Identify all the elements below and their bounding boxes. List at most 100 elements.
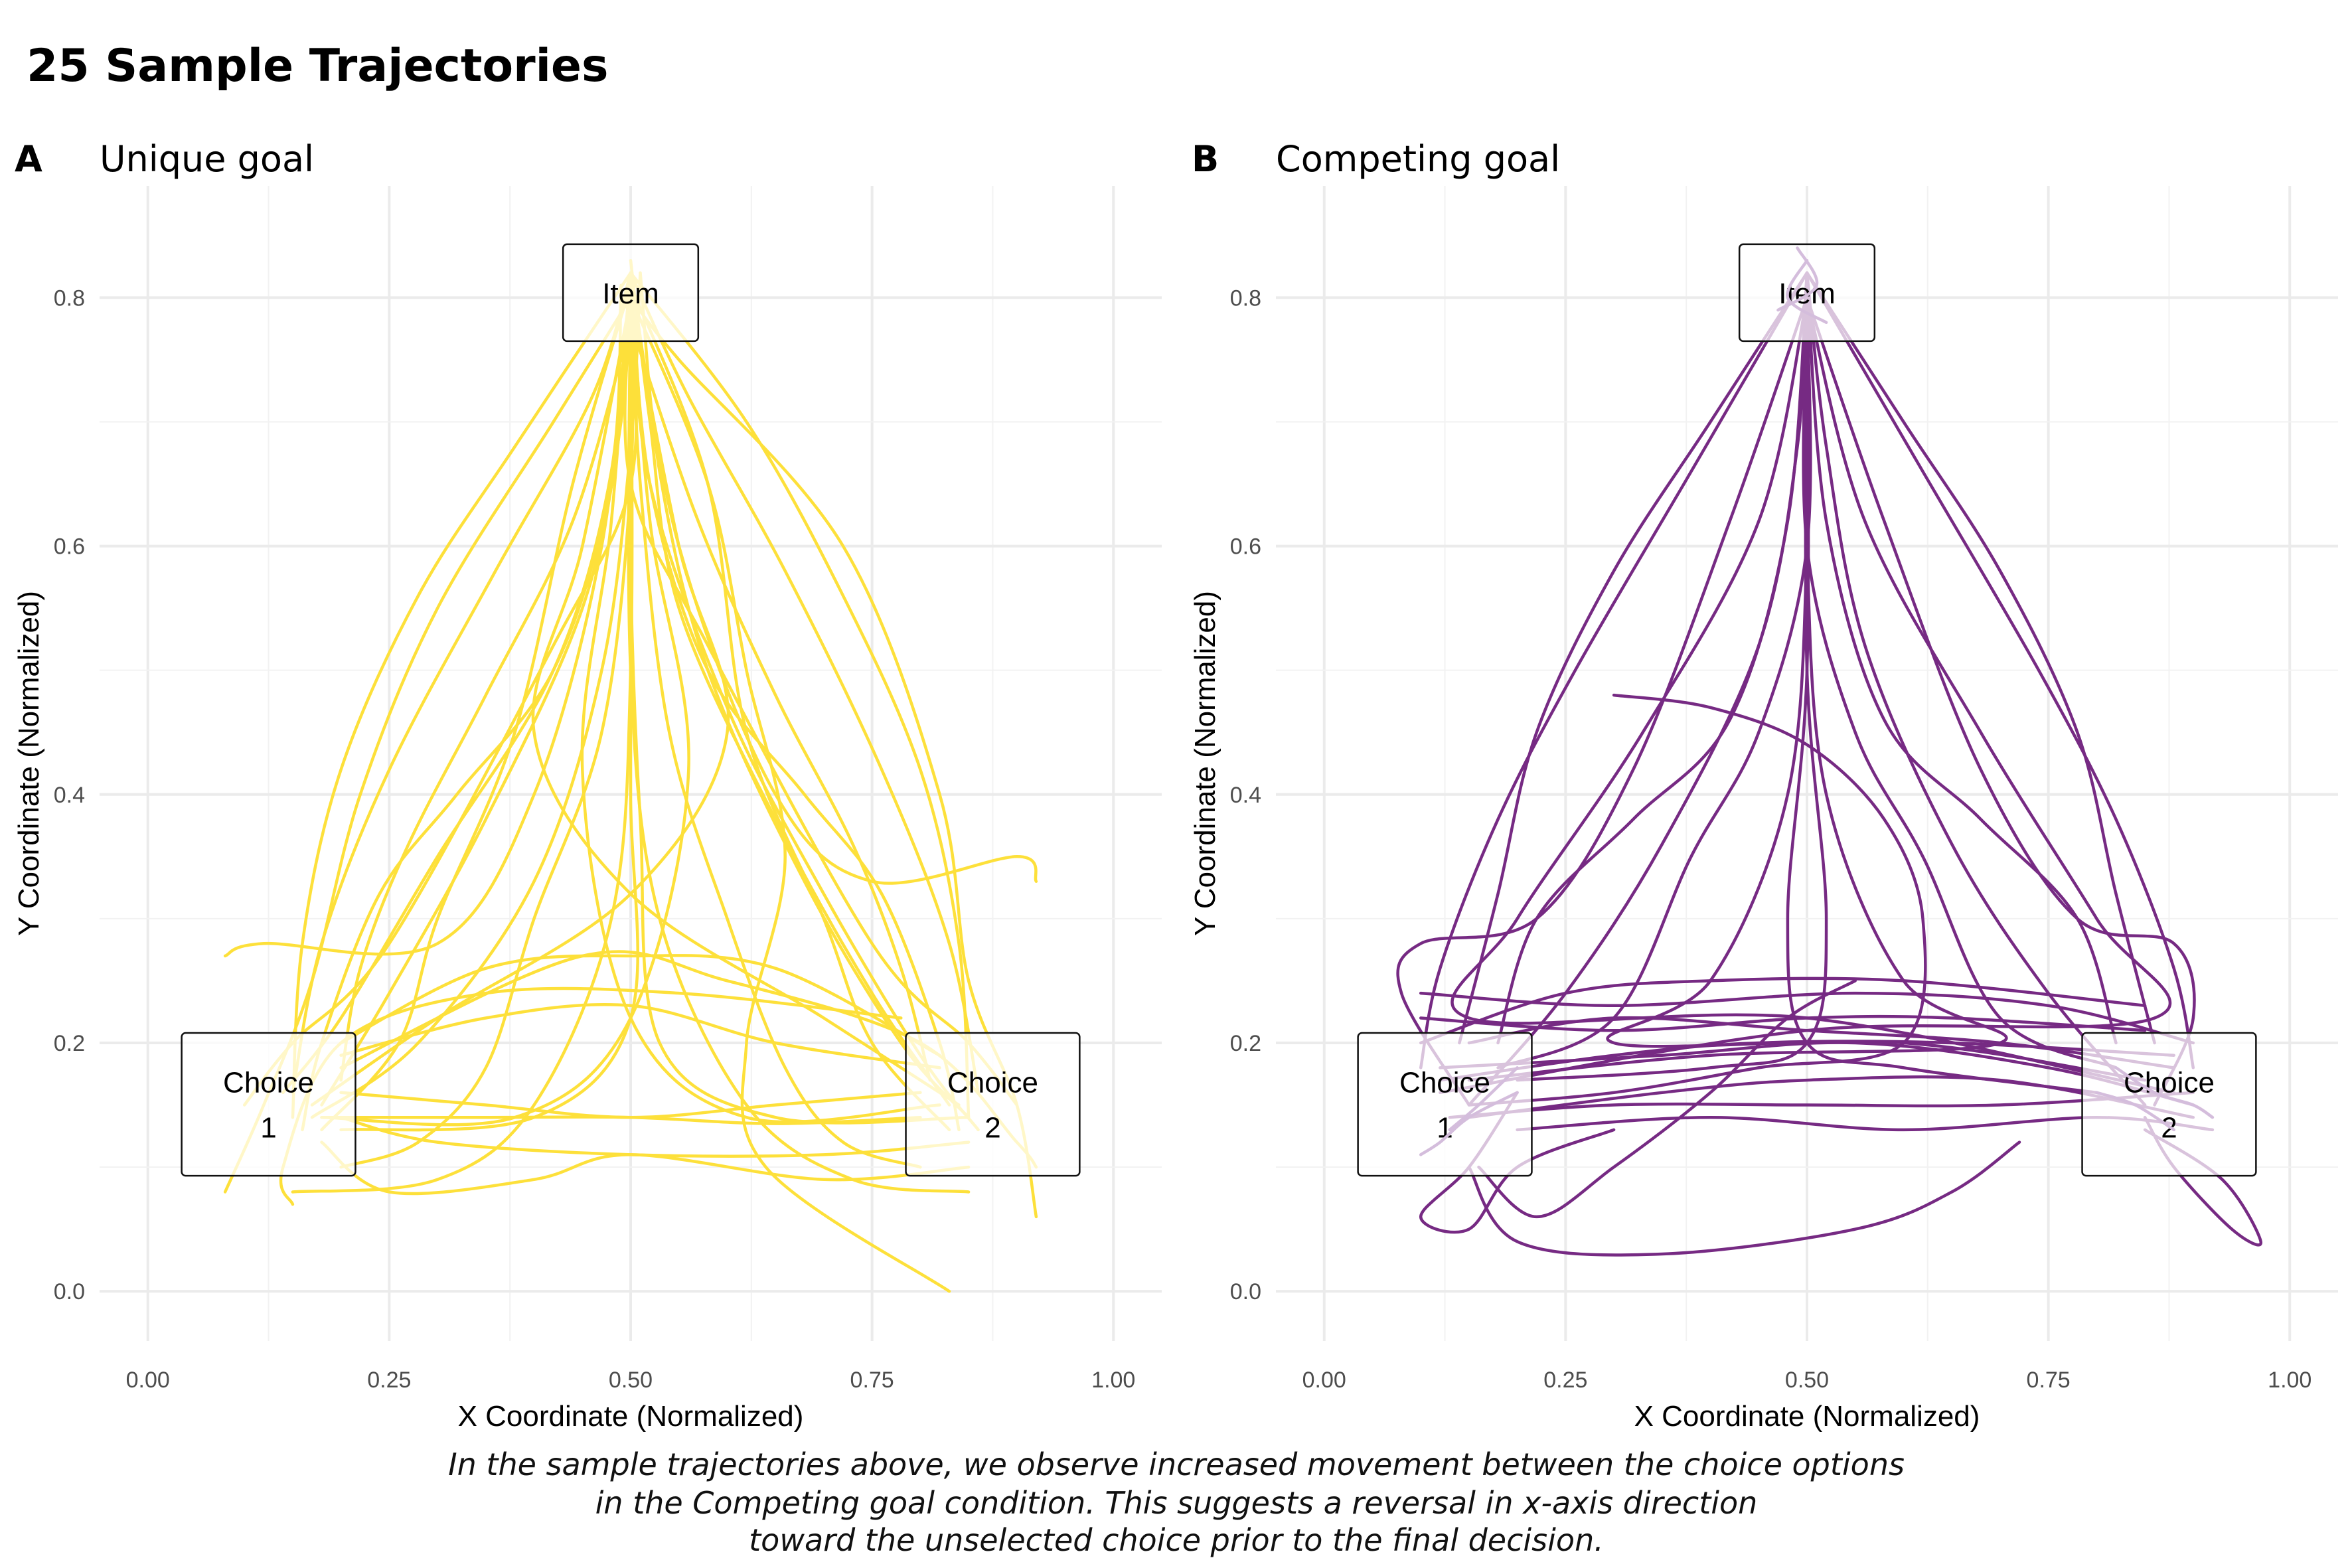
trajectory-line [1419,991,2195,1045]
y-tick-label: 0.4 [54,783,85,808]
y-tick-label: 0.2 [54,1031,85,1056]
y-tick-label: 0.2 [1230,1031,1261,1056]
trajectory-line [629,271,961,1132]
trajectory-line [629,271,922,1169]
trajectory-line [242,296,638,1107]
caption-line-3: toward the unselected choice prior to th… [749,1522,1604,1558]
caption-line-2: in the Competing goal condition. This su… [595,1485,1758,1521]
x-tick-label: 0.00 [1302,1368,1346,1393]
panel-title: Unique goal [100,138,314,180]
trajectory-line [1467,1016,2175,1069]
x-tick-label: 0.75 [2027,1368,2071,1393]
x-axis-label: X Coordinate (Normalized) [458,1400,804,1433]
trajectory-line [1805,271,2195,1069]
y-tick-label: 0.4 [1230,783,1261,808]
light-trajectories [1419,246,2215,1156]
trajectory-line [531,296,961,1107]
trajectory-line [1467,1140,2021,1257]
trajectories [223,259,1038,1293]
y-tick-label: 0.6 [1230,534,1261,560]
trajectory-line [1805,271,2118,1045]
trajectory-line [629,296,951,1293]
trajectory-line-light [2114,1066,2215,1119]
x-tick-label: 0.00 [126,1368,170,1393]
x-tick-label: 0.50 [609,1368,653,1393]
y-axis-label: Y Coordinate (Normalized) [13,591,45,936]
trajectory-line [310,296,730,1107]
trajectory-line [291,271,633,1119]
trajectory-line [301,271,633,1132]
trajectory-line [320,1140,971,1196]
target-box-frame [905,1032,1081,1177]
y-tick-label: 0.0 [54,1279,85,1304]
trajectory-line [1467,1075,2195,1119]
panel-a: A Unique goal 0.00 0.25 0.50 0.75 1.00 0.0 0.2 0.… [13,138,1162,1433]
trajectory-line [339,321,633,1082]
caption: In the sample trajectories above, we obs… [448,1447,1905,1558]
trajectory-line [1805,296,2196,1107]
figure-title: 25 Sample Trajectories [27,40,609,92]
target-box-label: 2 [984,1112,1000,1144]
trajectory-line-light [1776,246,1819,312]
y-tick-label: 0.8 [54,285,85,311]
target-box-label: Choice [947,1067,1038,1099]
x-tick-label: 1.00 [1091,1368,1135,1393]
y-axis-label: Y Coordinate (Normalized) [1189,591,1221,936]
trajectory-line [339,1002,941,1069]
target-box-frame [181,1032,356,1177]
trajectory-line [580,271,941,1124]
trajectory-line-light [1786,259,1828,325]
x-tick-label: 0.25 [1543,1368,1587,1393]
gridlines [1276,186,2338,1341]
trajectory-line-light [1448,1066,1519,1132]
target-box: Item [562,243,700,343]
panel-title: Competing goal [1276,138,1560,180]
trajectory-line [629,283,951,1132]
trajectory-line [1805,271,2156,1045]
trajectory-line [1477,979,1857,1219]
trajectory-line [320,271,690,1127]
trajectory-line [1419,977,2147,1045]
x-tick-label: 0.25 [367,1368,411,1393]
y-tick-label: 0.6 [54,534,85,560]
trajectory-line [320,271,633,1107]
x-tick-label: 0.50 [1785,1368,1829,1393]
target-box-frame [562,243,700,343]
target-box: Item [1738,243,1876,343]
trajectory-line [291,271,634,1194]
x-tick-label: 1.00 [2268,1368,2312,1393]
trajectory-line [1467,693,1927,1107]
panel-tag: B [1192,138,1219,180]
panel-tag: A [15,138,42,180]
y-tick-label: 0.0 [1230,1279,1261,1304]
target-box-frame [1357,1032,1533,1177]
panel-b: B Competing goal 0.00 0.25 0.50 0.75 1.00 0.0 0.… [1189,138,2338,1433]
trajectory-line [629,271,971,1119]
target-box-label: Item [602,277,659,310]
trajectory-line [1496,296,1812,1069]
trajectory-line [339,954,941,1057]
trajectory-line [629,259,951,1107]
y-tick-label: 0.8 [1230,285,1261,311]
trajectory-line [1448,1091,2195,1119]
trajectory-line [291,271,633,1095]
target-box: Choice 2 [905,1032,1081,1177]
x-axis-label: X Coordinate (Normalized) [1634,1400,1980,1433]
x-tick-label: 0.75 [850,1368,894,1393]
target-box-frame [2081,1032,2257,1177]
target-box-frame [1738,243,1876,343]
trajectory-line [1419,1014,2147,1032]
trajectory-line [320,1115,922,1125]
target-box-label: 1 [260,1112,276,1144]
trajectory-line [1496,271,1809,1045]
trajectory-line [1419,271,1809,1069]
trajectory-line [629,271,1038,885]
trajectory-line [629,321,932,1082]
target-box-label: Choice [1399,1067,1490,1099]
trajectory-line-light [1419,1091,1519,1156]
caption-line-1: In the sample trajectories above, we obs… [448,1447,1905,1482]
